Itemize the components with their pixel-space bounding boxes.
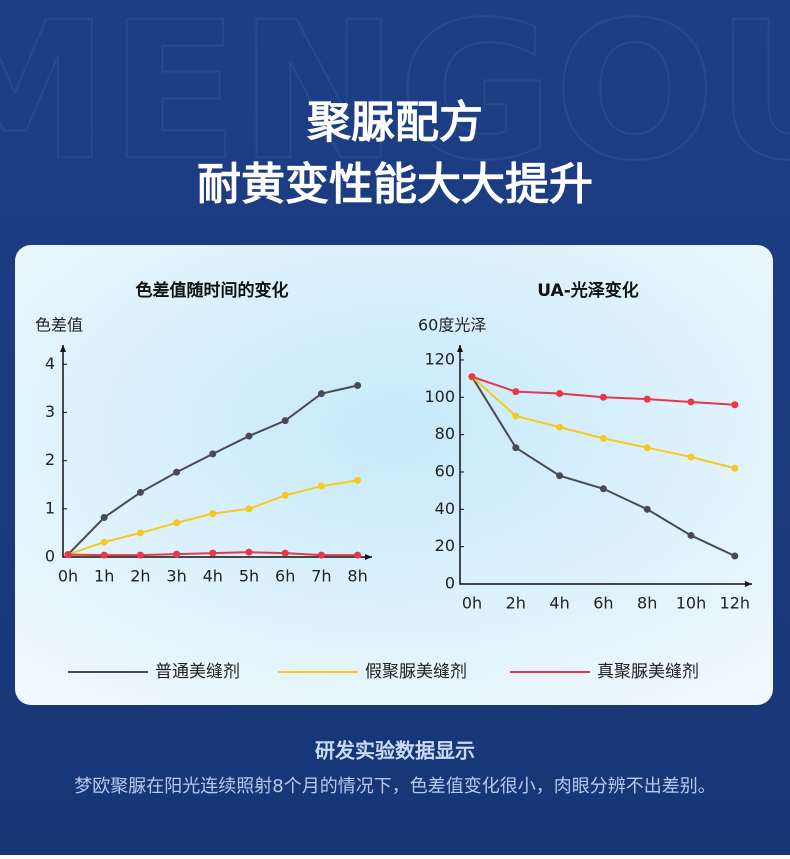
data-point bbox=[731, 552, 739, 560]
data-point bbox=[354, 551, 362, 559]
data-point bbox=[100, 551, 108, 559]
x-tick-label: 4h bbox=[549, 594, 569, 613]
data-point bbox=[64, 551, 72, 559]
y-tick-label: 4 bbox=[45, 354, 55, 373]
legend-label: 普通美缝剂 bbox=[155, 662, 240, 682]
x-tick-label: 6h bbox=[593, 594, 613, 613]
x-tick-label: 0h bbox=[58, 567, 78, 586]
y-tick-label: 20 bbox=[435, 536, 455, 555]
headline: 耐黄变性能大大提升 bbox=[197, 159, 593, 210]
footer-heading: 研发实验数据显示 bbox=[315, 739, 475, 763]
x-tick-label: 5h bbox=[239, 567, 259, 586]
watermark: MENGOU bbox=[0, 0, 790, 202]
data-point bbox=[136, 551, 144, 559]
x-tick-label: 6h bbox=[275, 567, 295, 586]
x-tick-label: 2h bbox=[506, 594, 526, 613]
data-point bbox=[687, 398, 695, 406]
data-point bbox=[136, 488, 144, 496]
x-tick-label: 12h bbox=[720, 594, 751, 613]
data-point bbox=[556, 472, 564, 480]
data-point bbox=[100, 513, 108, 521]
data-point bbox=[556, 390, 564, 398]
y-tick-label: 60 bbox=[435, 461, 455, 480]
y-tick-label: 3 bbox=[45, 402, 55, 421]
data-point bbox=[512, 388, 520, 396]
data-point bbox=[245, 548, 253, 556]
data-point bbox=[173, 519, 181, 527]
y-tick-label: 80 bbox=[435, 424, 455, 443]
y-axis-label: 色差值 bbox=[35, 316, 83, 335]
data-point bbox=[245, 432, 253, 440]
x-tick-label: 10h bbox=[676, 594, 707, 613]
data-point bbox=[354, 381, 362, 389]
data-point bbox=[731, 401, 739, 409]
chart-title: UA-光泽变化 bbox=[537, 280, 639, 301]
x-tick-label: 8h bbox=[347, 567, 367, 586]
y-axis-label: 60度光泽 bbox=[418, 316, 486, 335]
x-tick-label: 2h bbox=[130, 567, 150, 586]
legend-label: 假聚脲美缝剂 bbox=[365, 662, 467, 682]
x-tick-label: 1h bbox=[94, 567, 114, 586]
data-point bbox=[281, 549, 289, 557]
footer-text: 梦欧聚脲在阳光连续照射8个月的情况下，色差值变化很小，肉眼分辨不出差别。 bbox=[74, 776, 715, 797]
data-point bbox=[136, 529, 144, 537]
data-point bbox=[317, 482, 325, 490]
headline: 聚脲配方 bbox=[306, 97, 483, 148]
data-point bbox=[209, 549, 217, 557]
x-tick-label: 8h bbox=[637, 594, 657, 613]
data-point bbox=[643, 444, 651, 452]
x-tick-label: 3h bbox=[166, 567, 186, 586]
data-point bbox=[512, 412, 520, 420]
y-tick-label: 0 bbox=[445, 574, 455, 593]
data-point bbox=[599, 485, 607, 493]
data-point bbox=[173, 468, 181, 476]
data-point bbox=[281, 491, 289, 499]
data-point bbox=[354, 476, 362, 484]
data-point bbox=[512, 444, 520, 452]
data-point bbox=[317, 551, 325, 559]
chart-title: 色差值随时间的变化 bbox=[136, 280, 289, 301]
data-point bbox=[599, 434, 607, 442]
y-tick-label: 40 bbox=[435, 499, 455, 518]
data-point bbox=[687, 453, 695, 461]
chart-card bbox=[15, 245, 773, 705]
legend-label: 真聚脲美缝剂 bbox=[597, 662, 699, 682]
data-point bbox=[687, 531, 695, 539]
x-tick-label: 7h bbox=[311, 567, 331, 586]
data-point bbox=[100, 538, 108, 546]
data-point bbox=[173, 550, 181, 558]
data-point bbox=[643, 505, 651, 513]
data-point bbox=[281, 417, 289, 425]
y-tick-label: 0 bbox=[45, 547, 55, 566]
y-tick-label: 120 bbox=[424, 349, 455, 368]
data-point bbox=[468, 373, 476, 381]
y-tick-label: 2 bbox=[45, 450, 55, 469]
x-tick-label: 0h bbox=[462, 594, 482, 613]
data-point bbox=[245, 505, 253, 513]
data-point bbox=[731, 464, 739, 472]
data-point bbox=[209, 510, 217, 518]
data-point bbox=[599, 393, 607, 401]
data-point bbox=[643, 395, 651, 403]
y-tick-label: 100 bbox=[424, 387, 455, 406]
data-point bbox=[317, 390, 325, 398]
data-point bbox=[556, 423, 564, 431]
y-tick-label: 1 bbox=[45, 498, 55, 517]
data-point bbox=[209, 450, 217, 458]
x-tick-label: 4h bbox=[203, 567, 223, 586]
